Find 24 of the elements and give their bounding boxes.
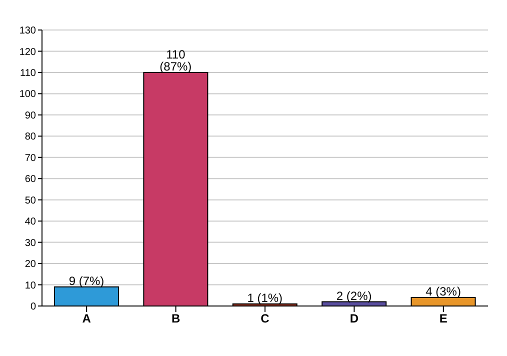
data-label: 1 (1%) [247, 290, 283, 305]
data-label: 110 (87%) [160, 47, 192, 74]
x-tick-label: C [260, 312, 270, 326]
x-tick-label: D [350, 312, 359, 326]
y-tick-label: 100 [19, 89, 36, 100]
y-tick-label: 130 [19, 26, 36, 37]
data-label: 2 (2%) [336, 288, 372, 303]
x-tick-label: E [439, 312, 448, 326]
y-tick-label: 50 [24, 195, 36, 206]
y-tick-label: 60 [24, 174, 36, 186]
data-label: 9 (7%) [68, 274, 104, 288]
y-tick-label: 10 [24, 280, 36, 292]
y-tick-label: 30 [24, 238, 36, 249]
y-tick-label: 120 [19, 46, 36, 58]
y-tick-label: 110 [20, 68, 36, 80]
y-tick-label: 90 [24, 110, 36, 122]
y-tick-label: 20 [24, 259, 36, 270]
x-tick-label: A [82, 312, 92, 326]
y-tick-label: 80 [24, 132, 36, 143]
y-tick-label: 0 [30, 302, 36, 313]
y-tick-label: 40 [24, 216, 36, 228]
x-tick-label: B [171, 312, 180, 326]
data-label: 4 (3%) [426, 284, 461, 299]
y-tick-label: 70 [24, 152, 36, 164]
